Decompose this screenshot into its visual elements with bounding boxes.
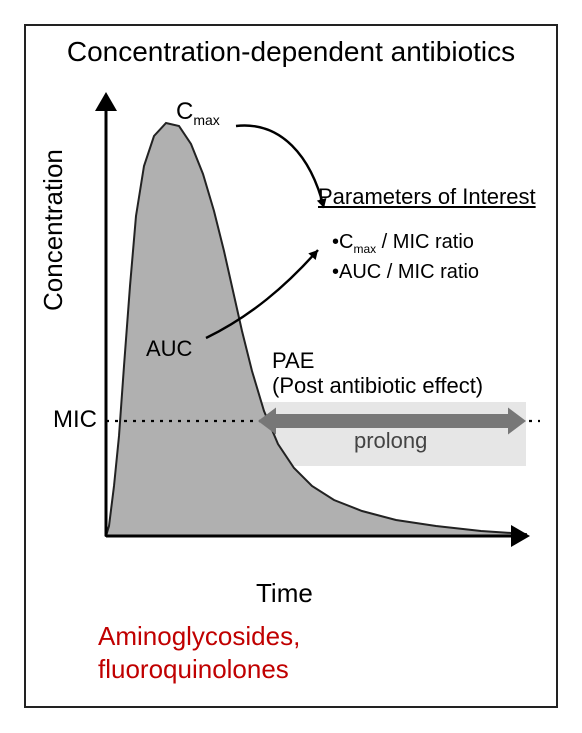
cmax-label: Cmax [176,98,220,128]
prolong-label: prolong [354,428,427,454]
drug-examples: Aminoglycosides,fluoroquinolones [98,620,300,685]
figure-frame: Concentration-dependent antibiotics Conc… [24,24,558,708]
mic-label: MIC [53,406,97,434]
parameters-heading: Parameters of Interest [318,184,536,210]
x-axis-label: Time [256,578,313,609]
parameters-list: •Cmax / MIC ratio•AUC / MIC ratio [332,228,479,287]
auc-label: AUC [146,336,192,362]
y-axis-label: Concentration [38,149,69,311]
pae-label: PAE(Post antibiotic effect) [272,348,483,399]
